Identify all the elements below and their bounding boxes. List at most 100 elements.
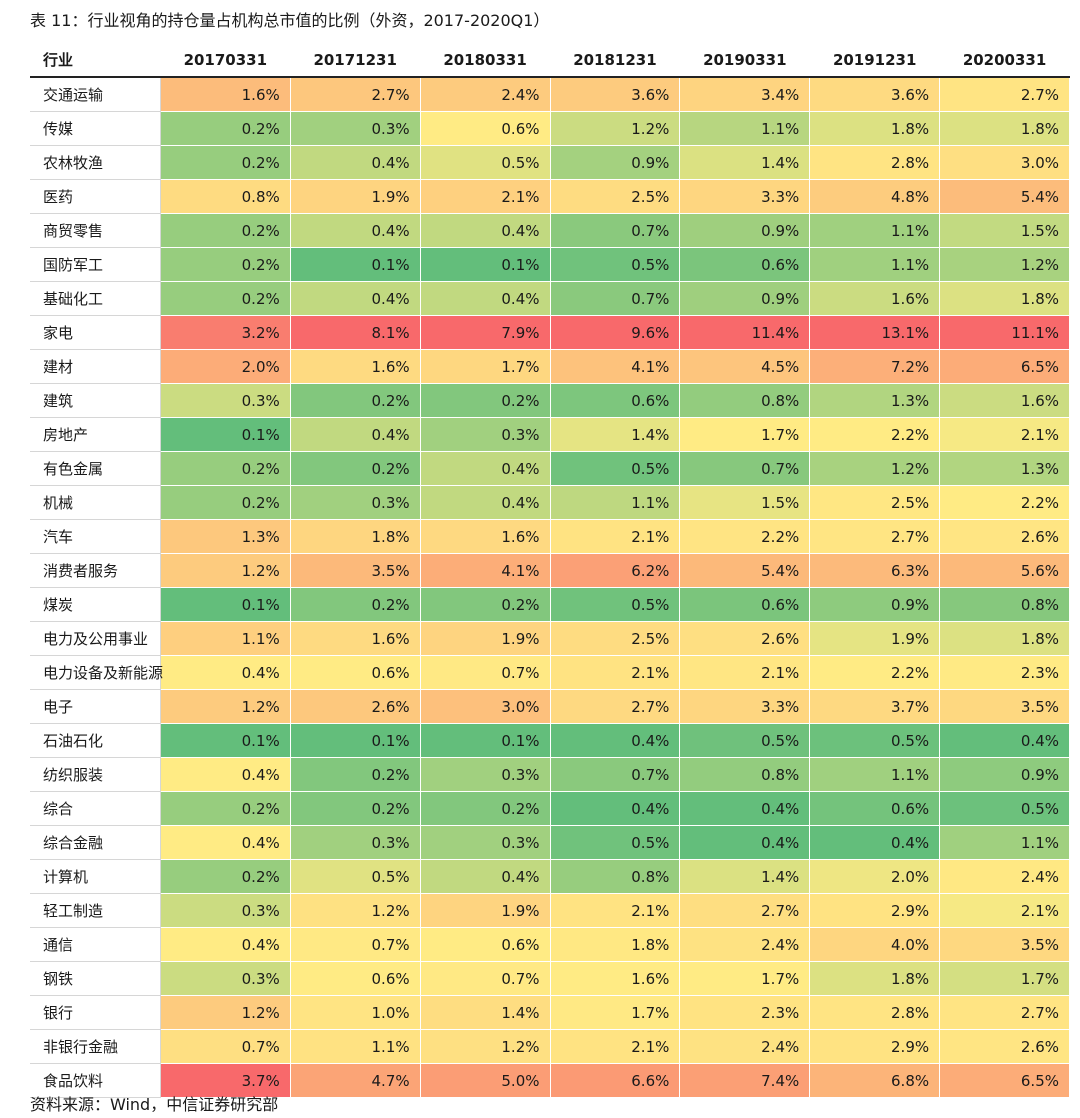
value-cell: 2.2% [809,417,941,452]
table-row: 房地产 0.1% 0.4% 0.3% 1.4% 1.7% 2.2% 2.1% [30,417,1070,452]
value-cell: 0.2% [159,111,291,146]
value-cell: 5.0% [419,1063,551,1098]
value-cell: 0.8% [679,383,811,418]
value-cell: 0.4% [289,281,421,316]
value-cell: 13.1% [809,315,941,350]
value-cell: 0.1% [159,417,291,452]
table-row: 有色金属 0.2% 0.2% 0.4% 0.5% 0.7% 1.2% 1.3% [30,451,1070,486]
table-row: 医药 0.8% 1.9% 2.1% 2.5% 3.3% 4.8% 5.4% [30,179,1070,214]
value-cell: 3.5% [939,927,1070,962]
value-cell: 6.5% [939,1063,1070,1098]
value-cell: 0.4% [289,145,421,180]
table-row: 综合 0.2% 0.2% 0.2% 0.4% 0.4% 0.6% 0.5% [30,791,1070,826]
value-cell: 1.3% [159,519,291,554]
value-cell: 1.0% [289,995,421,1030]
value-cell: 1.2% [939,247,1070,282]
header-date: 20181231 [549,42,681,78]
value-cell: 0.9% [549,145,681,180]
header-industry: 行业 [30,42,161,78]
table-row: 煤炭 0.1% 0.2% 0.2% 0.5% 0.6% 0.9% 0.8% [30,587,1070,622]
table-row: 交通运输 1.6% 2.7% 2.4% 3.6% 3.4% 3.6% 2.7% [30,76,1070,112]
industry-label: 建筑 [30,383,161,418]
value-cell: 2.5% [809,485,941,520]
value-cell: 0.4% [419,213,551,248]
value-cell: 3.0% [939,145,1070,180]
table-row: 通信 0.4% 0.7% 0.6% 1.8% 2.4% 4.0% 3.5% [30,927,1070,962]
value-cell: 0.7% [419,655,551,690]
value-cell: 0.2% [419,791,551,826]
value-cell: 1.9% [419,893,551,928]
value-cell: 5.4% [939,179,1070,214]
value-cell: 1.8% [939,281,1070,316]
value-cell: 0.3% [159,383,291,418]
value-cell: 1.6% [549,961,681,996]
value-cell: 2.5% [549,179,681,214]
value-cell: 0.4% [549,791,681,826]
industry-label: 汽车 [30,519,161,554]
value-cell: 0.2% [159,213,291,248]
industry-label: 基础化工 [30,281,161,316]
value-cell: 0.4% [939,723,1070,758]
value-cell: 0.2% [159,145,291,180]
value-cell: 1.7% [419,349,551,384]
value-cell: 2.0% [159,349,291,384]
value-cell: 2.0% [809,859,941,894]
table-row: 综合金融 0.4% 0.3% 0.3% 0.5% 0.4% 0.4% 1.1% [30,825,1070,860]
value-cell: 1.4% [679,145,811,180]
value-cell: 0.2% [159,451,291,486]
value-cell: 1.2% [159,689,291,724]
value-cell: 4.8% [809,179,941,214]
table-row: 石油石化 0.1% 0.1% 0.1% 0.4% 0.5% 0.5% 0.4% [30,723,1070,758]
value-cell: 0.3% [159,893,291,928]
value-cell: 2.1% [939,417,1070,452]
value-cell: 1.4% [679,859,811,894]
value-cell: 0.3% [419,825,551,860]
value-cell: 1.9% [289,179,421,214]
industry-label: 轻工制造 [30,893,161,928]
value-cell: 8.1% [289,315,421,350]
table-row: 食品饮料 3.7% 4.7% 5.0% 6.6% 7.4% 6.8% 6.5% [30,1063,1070,1098]
value-cell: 0.5% [289,859,421,894]
value-cell: 9.6% [549,315,681,350]
value-cell: 0.3% [289,111,421,146]
industry-label: 石油石化 [30,723,161,758]
value-cell: 2.6% [939,519,1070,554]
industry-label: 综合金融 [30,825,161,860]
value-cell: 0.9% [679,281,811,316]
value-cell: 0.2% [289,791,421,826]
value-cell: 0.7% [289,927,421,962]
value-cell: 2.8% [809,995,941,1030]
value-cell: 0.2% [419,587,551,622]
value-cell: 0.2% [419,383,551,418]
value-cell: 0.5% [939,791,1070,826]
value-cell: 1.6% [289,349,421,384]
value-cell: 0.6% [809,791,941,826]
table-row: 电力设备及新能源 0.4% 0.6% 0.7% 2.1% 2.1% 2.2% 2.3% [30,655,1070,690]
value-cell: 6.6% [549,1063,681,1098]
value-cell: 2.7% [289,76,421,112]
value-cell: 2.7% [939,995,1070,1030]
industry-label: 通信 [30,927,161,962]
value-cell: 3.6% [549,76,681,112]
value-cell: 4.7% [289,1063,421,1098]
header-date: 20191231 [809,42,941,78]
value-cell: 0.3% [419,757,551,792]
value-cell: 0.9% [809,587,941,622]
value-cell: 2.4% [419,76,551,112]
value-cell: 0.5% [549,451,681,486]
value-cell: 4.0% [809,927,941,962]
table-row: 电子 1.2% 2.6% 3.0% 2.7% 3.3% 3.7% 3.5% [30,689,1070,724]
value-cell: 7.4% [679,1063,811,1098]
value-cell: 0.6% [679,247,811,282]
value-cell: 4.1% [419,553,551,588]
value-cell: 1.8% [289,519,421,554]
industry-label: 综合 [30,791,161,826]
value-cell: 3.2% [159,315,291,350]
value-cell: 0.6% [289,961,421,996]
value-cell: 11.4% [679,315,811,350]
value-cell: 1.4% [549,417,681,452]
value-cell: 0.2% [159,791,291,826]
value-cell: 0.1% [419,723,551,758]
industry-label: 医药 [30,179,161,214]
value-cell: 2.8% [809,145,941,180]
